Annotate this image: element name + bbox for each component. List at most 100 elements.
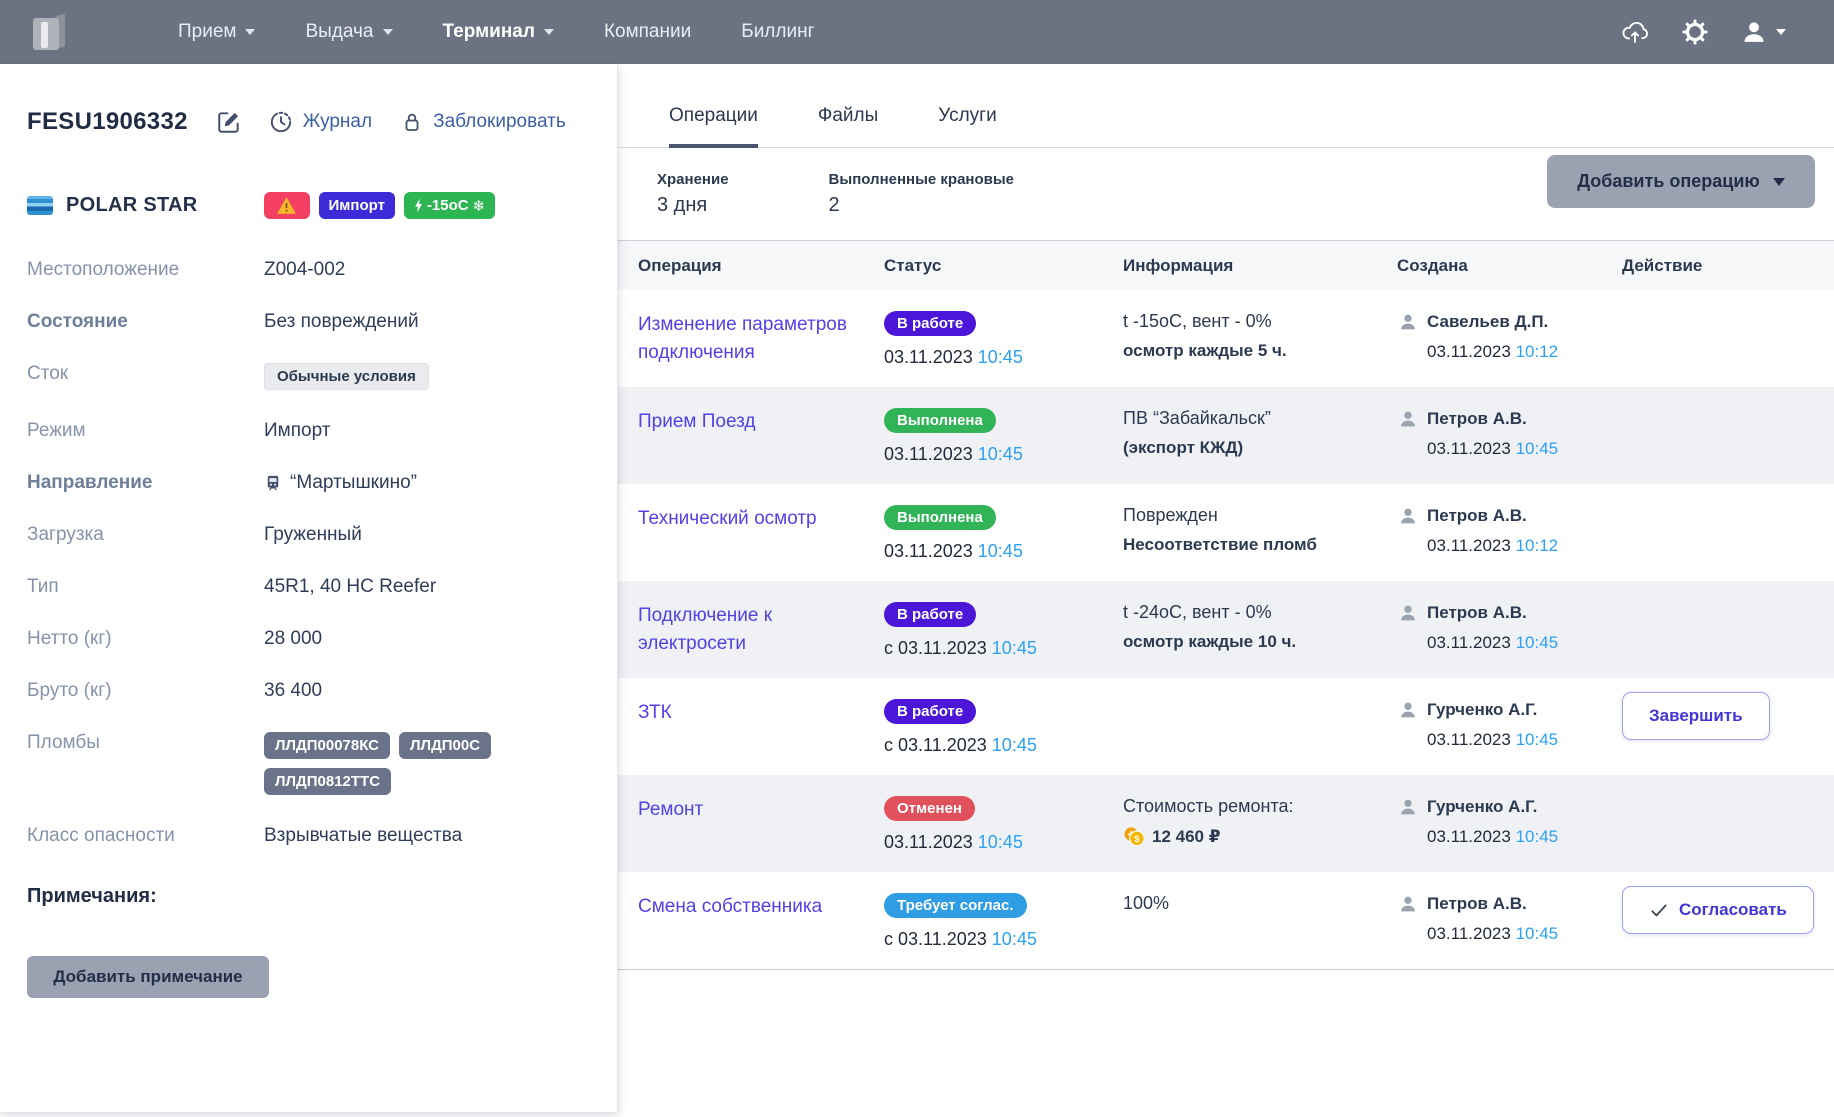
edit-button[interactable] <box>216 109 242 135</box>
status-time: 10:45 <box>977 541 1023 561</box>
container-id: FESU1906332 <box>27 108 188 135</box>
action-button[interactable]: Согласовать <box>1622 886 1814 934</box>
status-date: 03.11.2023 10:45 <box>884 347 1023 367</box>
status-cell: Выполнена 03.11.2023 10:45 <box>884 484 1123 562</box>
created-cell: Савельев Д.П. 03.11.2023 10:12 <box>1397 290 1622 362</box>
created-time: 10:45 <box>1515 633 1559 652</box>
tab-operations[interactable]: Операции <box>669 105 758 148</box>
seal-chip: ЛЛДП0812ТТС <box>264 768 392 795</box>
field-type: Тип 45R1, 40 HC Reefer <box>27 576 437 597</box>
status-badge: Требует соглас. <box>884 893 1027 918</box>
status-badge: Выполнена <box>884 408 996 433</box>
tab-files[interactable]: Файлы <box>817 105 879 126</box>
stats-bar: Хранение 3 дня Выполненные крановые 2 До… <box>618 148 1834 240</box>
operation-link[interactable]: Технический осмотр <box>638 508 817 529</box>
tabs-bar: Операции Файлы Услуги <box>618 64 1834 148</box>
menu-item-kompanii[interactable]: Компании <box>603 21 692 42</box>
info-cell: t -24оС, вент - 0% осмотр каждые 10 ч. <box>1123 581 1397 652</box>
chevron-down-icon <box>245 29 256 35</box>
top-navbar: Прием Выдача Терминал Компании Биллинг <box>0 0 1834 64</box>
menu-item-billing[interactable]: Биллинг <box>741 21 815 42</box>
menu-item-priem[interactable]: Прием <box>178 21 256 43</box>
journal-button[interactable]: Журнал <box>268 109 372 135</box>
operations-table-body: Изменение параметров подключения В работ… <box>618 290 1834 969</box>
person-icon <box>1401 508 1415 524</box>
lock-button[interactable]: Заблокировать <box>400 109 566 135</box>
operations-panel: Операции Файлы Услуги Хранение 3 дня Вып… <box>618 64 1834 1117</box>
action-cell <box>1622 581 1834 595</box>
action-button[interactable]: Завершить <box>1622 692 1770 740</box>
status-date: 03.11.2023 10:45 <box>884 541 1023 561</box>
power-bolt-icon <box>415 198 423 213</box>
creator-name: Петров А.В. <box>1427 506 1527 525</box>
operation-link[interactable]: Прием Поезд <box>638 411 756 432</box>
seal-chip: ЛЛДП00С <box>399 732 492 759</box>
created-cell: Гурченко А.Г. 03.11.2023 10:45 <box>1397 775 1622 847</box>
info-line-1: 100% <box>1123 893 1170 913</box>
gear-icon <box>1682 19 1708 45</box>
field-gross-weight: Бруто (кг) 36 400 <box>27 680 323 701</box>
shipping-line-flag-icon <box>27 196 53 215</box>
field-location: Местоположение Z004-002 <box>27 259 346 280</box>
status-cell: В работе с 03.11.2023 10:45 <box>884 678 1123 756</box>
operation-cell: Подключение к электросети <box>638 581 884 657</box>
operation-link[interactable]: Смена собственника <box>638 896 823 917</box>
field-load: Загрузка Груженный <box>27 524 362 545</box>
operation-cell: Смена собственника <box>638 872 884 921</box>
menu-item-vydacha[interactable]: Выдача <box>305 21 393 43</box>
chevron-down-icon <box>1776 29 1786 35</box>
operation-link[interactable]: Ремонт <box>638 799 704 820</box>
menu-item-terminal[interactable]: Терминал <box>443 21 554 43</box>
status-date: с 03.11.2023 10:45 <box>884 929 1037 949</box>
stat-storage: Хранение 3 дня <box>657 171 729 216</box>
table-row: ЗТК В работе с 03.11.2023 10:45 Гурченко… <box>618 678 1834 775</box>
created-date: 03.11.2023 10:45 <box>1427 439 1559 458</box>
info-cell: t -15оС, вент - 0% осмотр каждые 5 ч. <box>1123 290 1397 361</box>
table-row: Подключение к электросети В работе с 03.… <box>618 581 1834 678</box>
created-date: 03.11.2023 10:45 <box>1427 924 1559 943</box>
container-details-panel: FESU1906332 Журнал Заблокиров <box>0 64 618 1112</box>
created-date: 03.11.2023 10:45 <box>1427 633 1559 652</box>
field-hazard-class: Класс опасности Взрывчатые вещества <box>27 825 463 846</box>
status-time: 10:45 <box>977 444 1023 464</box>
person-icon <box>1401 799 1415 815</box>
coins-icon: $ <box>1124 827 1145 847</box>
person-icon <box>1401 605 1415 621</box>
info-cell <box>1123 678 1397 699</box>
import-badge: Импорт <box>318 192 395 219</box>
operations-table-header: Операция Статус Информация Создана Дейст… <box>618 240 1834 290</box>
upload-button[interactable] <box>1620 18 1650 46</box>
add-operation-button[interactable]: Добавить операцию <box>1547 155 1815 208</box>
status-date: с 03.11.2023 10:45 <box>884 638 1037 658</box>
info-cell: Поврежден Несоответствие пломб <box>1123 484 1397 555</box>
created-cell: Петров А.В. 03.11.2023 10:45 <box>1397 581 1622 653</box>
operation-link[interactable]: Подключение к электросети <box>638 605 773 654</box>
table-row: Изменение параметров подключения В работ… <box>618 290 1834 387</box>
field-net-weight: Нетто (кг) 28 000 <box>27 628 323 649</box>
created-time: 10:12 <box>1515 342 1559 361</box>
user-menu-button[interactable] <box>1740 18 1786 46</box>
action-cell: Согласовать <box>1622 872 1834 934</box>
action-cell <box>1622 290 1834 304</box>
cloud-upload-icon <box>1622 21 1648 43</box>
chevron-down-icon <box>1772 177 1785 186</box>
action-cell <box>1622 387 1834 401</box>
person-icon <box>1401 702 1415 718</box>
info-line-2: Несоответствие пломб <box>1123 535 1317 554</box>
tab-services[interactable]: Услуги <box>938 105 997 126</box>
status-time: 10:45 <box>991 735 1037 755</box>
creator-name: Гурченко А.Г. <box>1427 700 1538 719</box>
operation-link[interactable]: ЗТК <box>638 702 672 723</box>
table-row: Технический осмотр Выполнена 03.11.2023 … <box>618 484 1834 581</box>
operation-link[interactable]: Изменение параметров подключения <box>638 314 847 363</box>
add-note-button[interactable]: Добавить примечание <box>27 956 269 998</box>
field-mode: Режим Импорт <box>27 420 331 441</box>
operation-cell: Изменение параметров подключения <box>638 290 884 366</box>
app-logo[interactable] <box>33 12 65 52</box>
info-line-1: t -24оС, вент - 0% <box>1123 602 1272 622</box>
status-cell: Выполнена 03.11.2023 10:45 <box>884 387 1123 465</box>
settings-button[interactable] <box>1680 17 1710 47</box>
notes-heading: Примечания: <box>27 885 157 907</box>
info-line-1: Стоимость ремонта: <box>1123 796 1294 816</box>
created-time: 10:12 <box>1515 536 1559 555</box>
